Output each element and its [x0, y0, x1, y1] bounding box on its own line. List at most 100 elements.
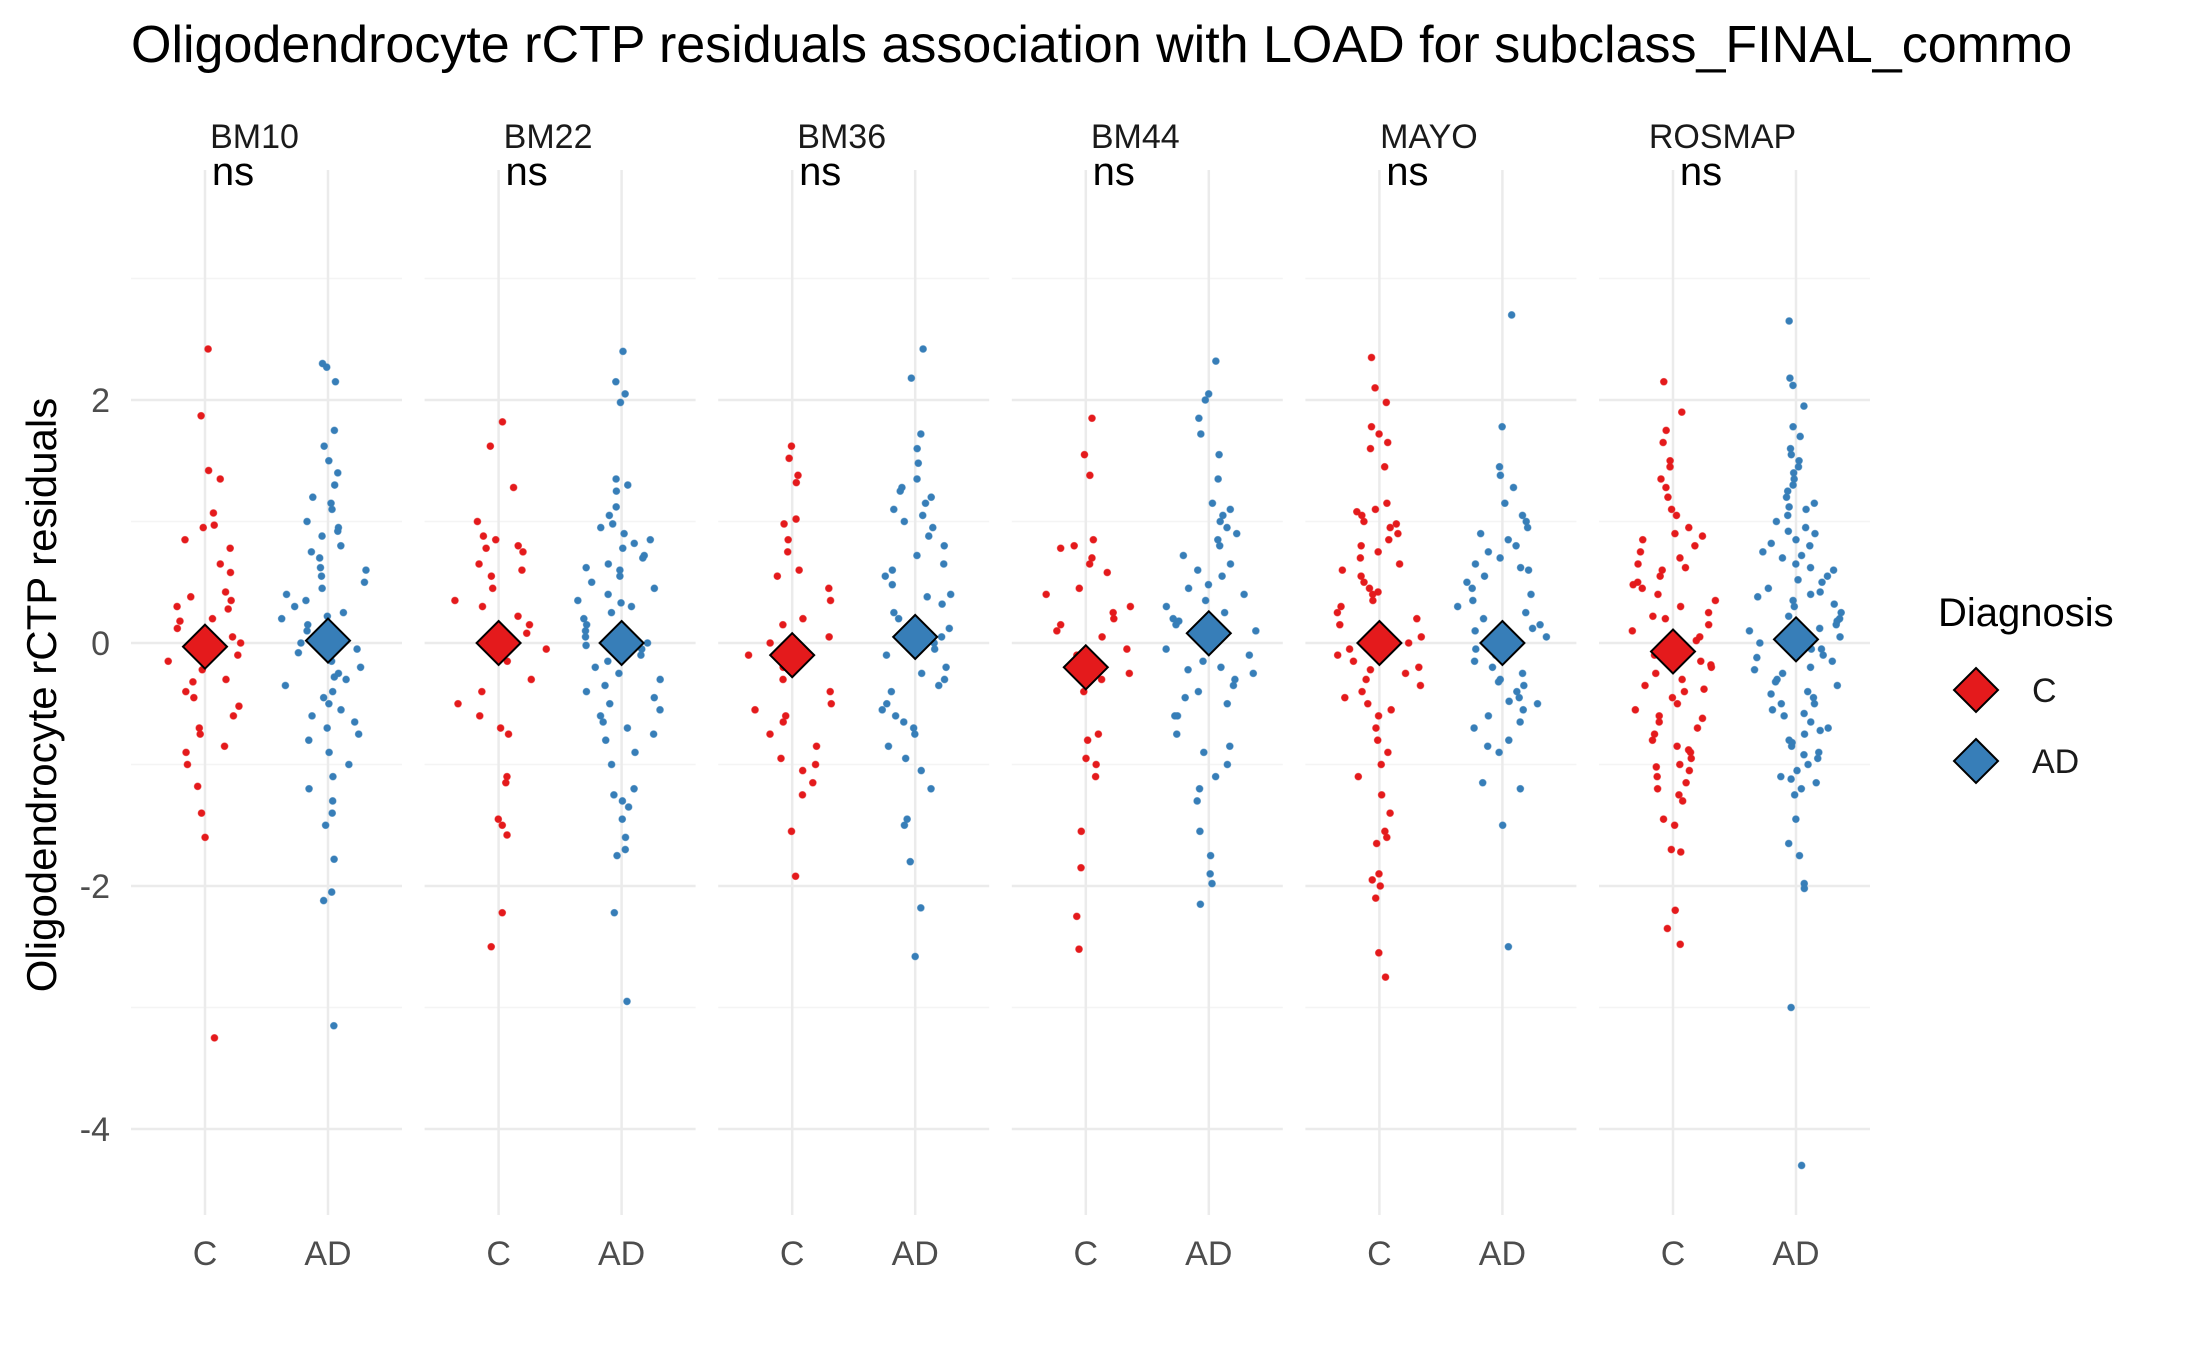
data-point	[1125, 669, 1134, 678]
data-point	[226, 544, 235, 553]
data-point	[1056, 620, 1065, 629]
data-point	[1386, 523, 1395, 532]
data-point	[527, 675, 536, 684]
data-point	[621, 845, 630, 854]
data-point	[1691, 541, 1699, 550]
data-point	[1229, 681, 1238, 690]
data-point	[1372, 724, 1380, 732]
data-point	[1395, 560, 1404, 568]
data-point	[1785, 317, 1794, 325]
data-point	[1777, 699, 1786, 708]
data-point	[1700, 685, 1708, 694]
data-point	[927, 493, 936, 502]
data-point	[482, 544, 491, 553]
data-point	[1776, 772, 1785, 781]
data-point	[618, 815, 627, 824]
data-point	[1123, 645, 1131, 653]
data-point	[1768, 705, 1777, 714]
legend-key	[1952, 666, 2000, 714]
data-point	[504, 730, 513, 739]
data-point	[329, 772, 337, 781]
data-point	[785, 454, 794, 463]
legend-label: C	[2032, 672, 2057, 710]
data-point	[1223, 760, 1232, 769]
mean-marker	[475, 619, 523, 667]
data-point	[294, 648, 303, 657]
data-point	[201, 833, 209, 842]
data-point	[1249, 669, 1258, 678]
data-point	[1484, 547, 1493, 556]
data-point	[228, 633, 237, 641]
data-point	[656, 675, 665, 684]
data-point	[189, 693, 198, 702]
data-point	[319, 693, 328, 702]
data-point	[282, 590, 291, 599]
data-point	[1810, 699, 1819, 708]
data-point	[518, 566, 526, 574]
data-point	[1519, 681, 1528, 690]
data-point	[498, 417, 507, 426]
points	[164, 311, 1846, 1170]
data-point	[193, 782, 202, 791]
mean-marker	[598, 619, 646, 667]
data-point	[1676, 602, 1685, 611]
data-point	[1676, 554, 1684, 562]
data-point	[1794, 462, 1803, 471]
data-point	[1412, 614, 1421, 623]
data-point	[1375, 869, 1383, 878]
y-axis-label: Oligodendrocyte rCTP residuals	[18, 398, 65, 993]
data-point	[1498, 821, 1507, 830]
data-point	[1091, 772, 1100, 781]
data-point	[1680, 687, 1689, 696]
data-point	[1527, 590, 1535, 599]
data-point	[1092, 760, 1101, 769]
data-point	[329, 1021, 338, 1030]
mean-marker	[891, 613, 939, 661]
data-point	[1663, 924, 1672, 933]
data-point	[1374, 948, 1383, 957]
data-point	[1790, 602, 1799, 611]
data-point	[319, 896, 328, 905]
data-point	[887, 687, 896, 696]
data-point	[186, 592, 195, 601]
data-point	[181, 535, 189, 544]
data-point	[591, 663, 600, 672]
data-point	[624, 803, 633, 811]
data-point	[227, 596, 236, 605]
means	[181, 609, 1820, 691]
data-point	[327, 888, 336, 896]
data-point	[1495, 748, 1504, 757]
data-point	[350, 718, 359, 726]
data-point	[779, 718, 788, 726]
data-point	[317, 572, 326, 581]
data-point	[1194, 414, 1203, 423]
data-point	[1778, 554, 1787, 562]
x-tick-label: AD	[1185, 1235, 1232, 1273]
data-point	[1380, 462, 1389, 471]
data-point	[656, 705, 664, 714]
data-point	[1204, 580, 1213, 589]
data-point	[1371, 894, 1380, 903]
data-point	[1829, 566, 1838, 574]
data-point	[930, 645, 939, 653]
data-point	[921, 499, 930, 508]
data-point	[884, 742, 893, 751]
data-point	[940, 541, 949, 550]
data-point	[1791, 815, 1800, 824]
data-point	[1812, 778, 1821, 787]
data-point	[1789, 481, 1797, 489]
data-point	[615, 669, 623, 678]
data-point	[1653, 772, 1662, 781]
data-point	[1512, 541, 1520, 550]
data-point	[1833, 617, 1842, 626]
data-point	[1226, 505, 1235, 514]
data-point	[1806, 718, 1815, 726]
data-point	[798, 790, 807, 799]
data-point	[826, 687, 835, 696]
data-point	[773, 572, 782, 581]
data-point	[1199, 748, 1208, 757]
data-point	[1790, 790, 1799, 799]
data-point	[1692, 636, 1701, 645]
data-point	[1828, 657, 1837, 666]
data-point	[1376, 882, 1385, 890]
